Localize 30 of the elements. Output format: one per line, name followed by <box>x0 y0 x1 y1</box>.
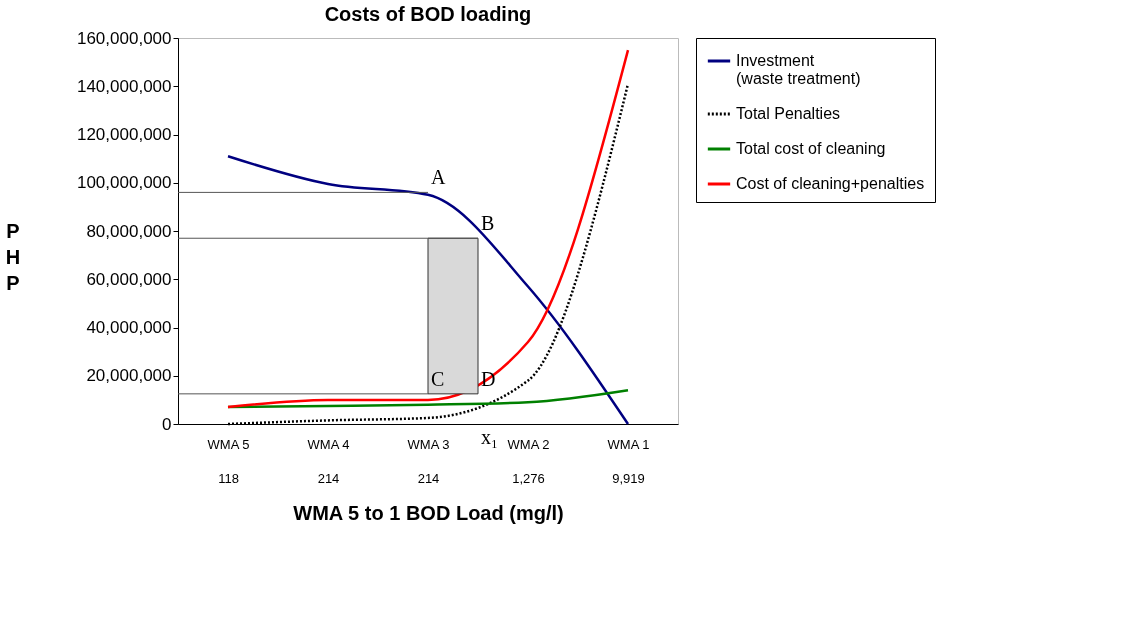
legend-label: Total cost of cleaning <box>736 140 886 157</box>
y-tick-label: 80,000,000 <box>86 221 172 241</box>
text: 1,276 <box>512 470 545 486</box>
x-tick-label: WMA 4 <box>307 436 350 452</box>
y-tick-label: 100,000,000 <box>76 173 172 193</box>
text: 214 <box>417 470 440 486</box>
text: 9,919 <box>612 470 645 486</box>
y-tick-label: 20,000,000 <box>86 366 172 386</box>
legend-label: Total Penalties <box>736 105 841 122</box>
annotation: B <box>481 212 495 235</box>
y-tick-label: 120,000,000 <box>76 125 172 144</box>
annotation: A <box>431 166 446 189</box>
text: 214 <box>317 470 340 486</box>
annotation: C <box>431 367 445 390</box>
x-tick-label: WMA 5 <box>207 436 250 452</box>
x-tick-label: WMA 1 <box>607 436 650 452</box>
y-tick-label: 140,000,000 <box>76 76 172 96</box>
x-axis-title: WMA 5 to 1 BOD Load (mg/l) <box>293 501 564 524</box>
y-tick-label: 0 <box>162 414 172 434</box>
x-tick-label: WMA 2 <box>507 436 550 452</box>
legend-label: Cost of cleaning+penalties <box>736 175 925 192</box>
text: x₁ <box>481 426 498 448</box>
y-tick-label: 160,000,000 <box>76 28 172 48</box>
y-tick-label: 60,000,000 <box>86 269 172 289</box>
legend-label: Investment (waste treatment) <box>736 52 861 87</box>
chart-title: Costs of BOD loading <box>324 3 532 25</box>
x-tick-label: WMA 3 <box>407 436 450 452</box>
text: 118 <box>218 470 239 486</box>
y-axis-title: PHP <box>5 219 21 294</box>
y-tick-label: 40,000,000 <box>86 318 172 337</box>
